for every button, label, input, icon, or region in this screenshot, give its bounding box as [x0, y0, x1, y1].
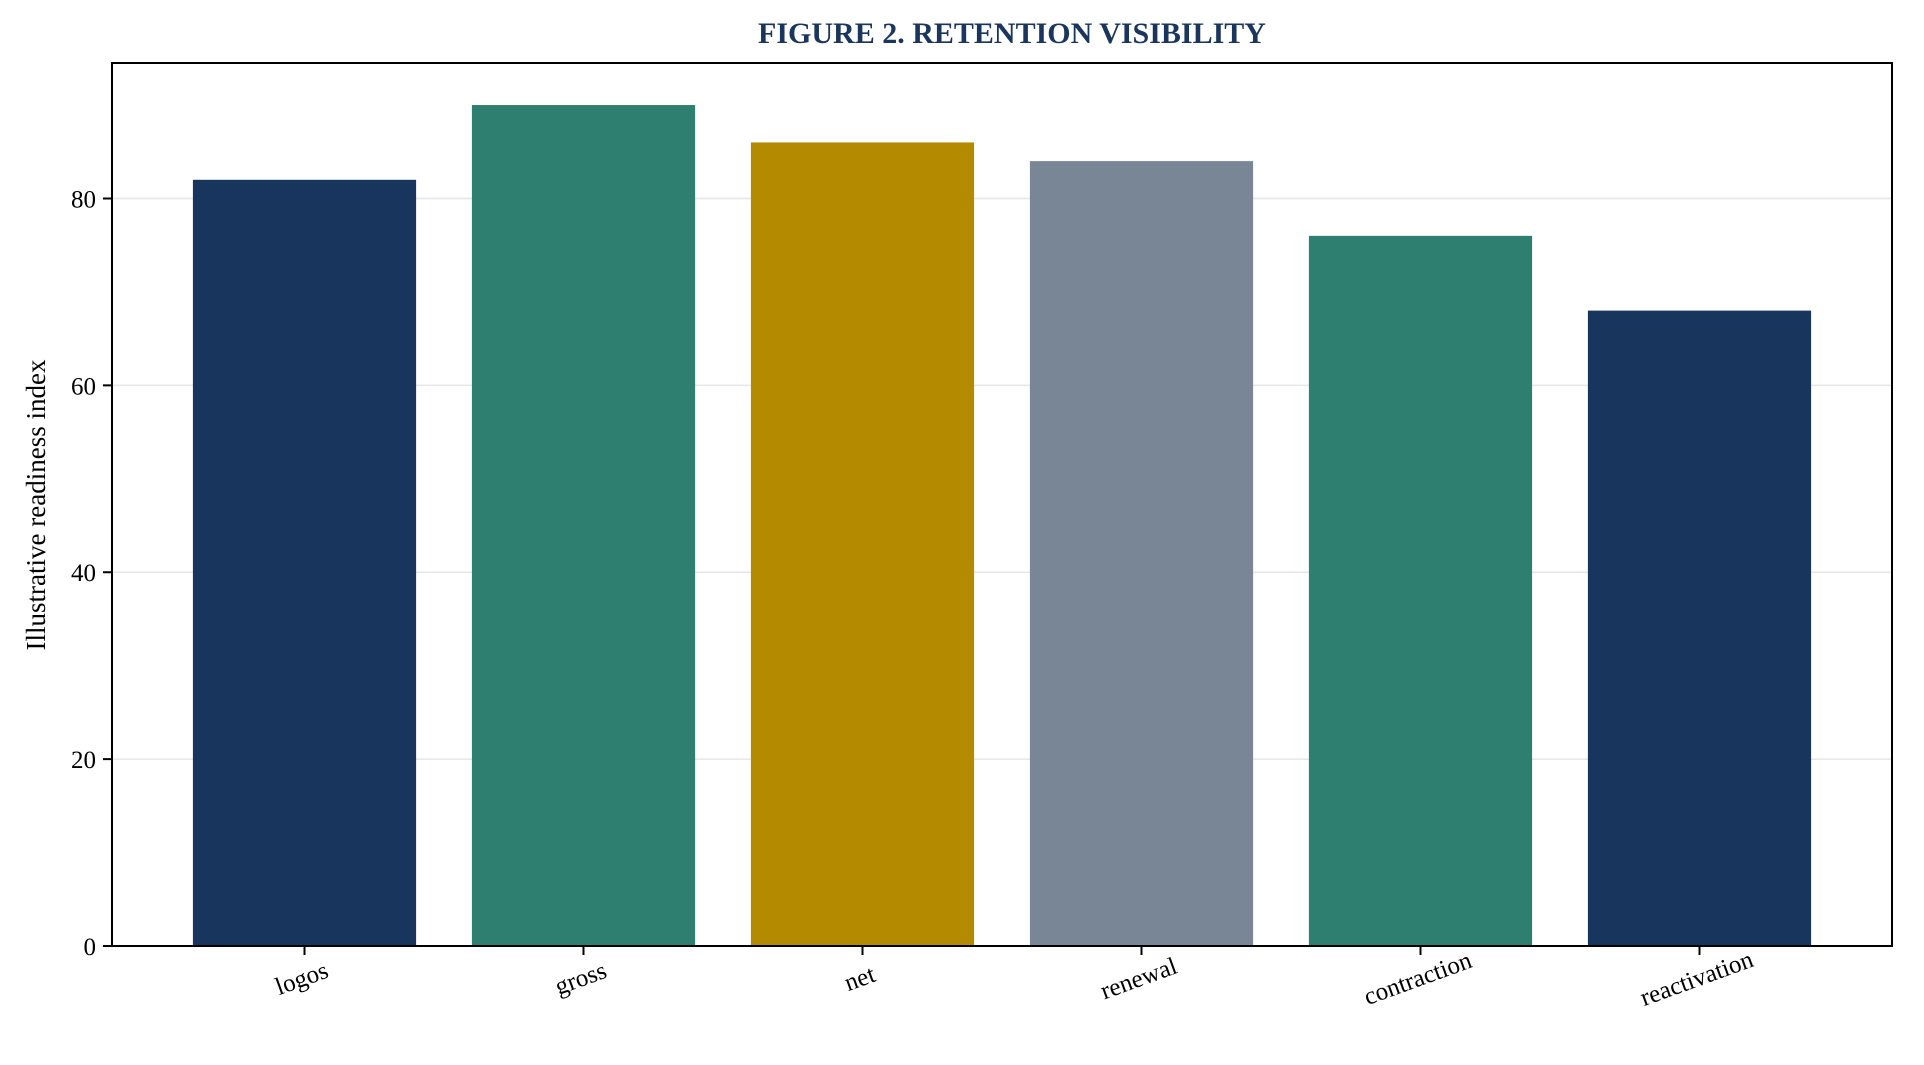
bar-net	[750, 142, 975, 946]
y-tick-label-0: 0	[84, 934, 97, 961]
y-tick-label-80: 80	[71, 186, 96, 213]
x-tick-label-reactivation: reactivation	[1637, 946, 1758, 1012]
plot-area-frame	[111, 62, 1893, 947]
bars	[192, 105, 1812, 947]
x-axis-ticks: logos gross net renewal contraction reactivat…	[272, 946, 1758, 1012]
bar-contraction	[1308, 235, 1533, 946]
x-tick-label-net: net	[841, 961, 879, 997]
chart-title: FIGURE 2. RETENTION VISIBILITY	[758, 17, 1266, 50]
y-axis-ticks: 0 20 40 60 80	[71, 186, 112, 961]
bar-gross	[471, 105, 696, 947]
y-tick-label-40: 40	[71, 560, 96, 587]
y-axis-label: Illustrative readiness index	[21, 359, 51, 650]
bar-logos	[192, 179, 417, 946]
x-tick-label-logos: logos	[272, 957, 332, 1001]
bar-renewal	[1029, 161, 1254, 947]
x-tick-label-contraction: contraction	[1360, 947, 1475, 1011]
y-tick-label-20: 20	[71, 747, 96, 774]
x-tick-label-renewal: renewal	[1097, 953, 1181, 1005]
x-tick-label-gross: gross	[552, 957, 611, 1000]
bar-reactivation	[1587, 310, 1812, 946]
y-tick-label-60: 60	[71, 373, 96, 400]
